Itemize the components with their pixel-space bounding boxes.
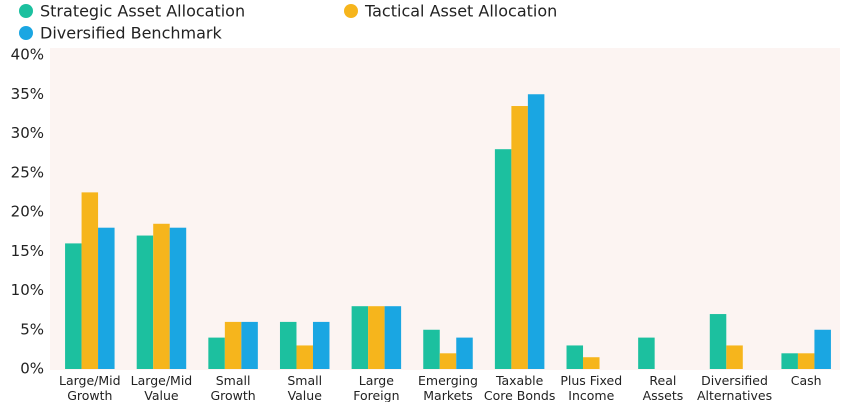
bar [296,345,313,369]
bar [709,314,727,369]
bar [368,306,385,369]
x-tick-label-line: Real [649,373,676,388]
bar [456,337,473,369]
x-tick-label-line: Small [287,373,322,388]
bar [351,306,369,369]
x-tick-label-line: Value [288,388,323,402]
legend-label: Diversified Benchmark [40,24,222,43]
x-tick-label-line: Growth [210,388,255,402]
bar [781,353,798,369]
x-tick-label-line: Growth [67,388,112,402]
x-tick-label: Emerging Markets [418,373,478,402]
legend-marker [344,4,358,18]
x-tick-label: Cash [791,373,822,388]
x-tick-label: Real Assets [643,373,684,402]
bar [797,353,815,369]
x-tick-label-line: Plus Fixed [560,373,622,388]
x-tick-label-line: Core Bonds [484,388,556,402]
bar [494,149,512,369]
legend-label: Strategic Asset Allocation [40,2,245,21]
x-tick-label: Taxable Core Bonds [484,373,556,402]
x-tick-label-line: Foreign [353,388,399,402]
x-tick-label-line: Income [568,388,614,402]
x-tick-label: Large/Mid Value [131,373,193,402]
x-tick-label: Small Growth [210,373,255,402]
legend-marker [19,4,33,18]
legend-label: Tactical Asset Allocation [364,2,557,21]
x-tick-label: Plus Fixed Income [560,373,622,402]
bar [814,329,831,369]
x-tick-label-line: Alternatives [697,388,772,402]
y-tick-label: 10% [11,281,44,299]
bar [279,321,297,369]
bar [169,227,187,369]
x-tick-label: Large Foreign [353,373,399,402]
y-tick-label: 40% [11,46,44,64]
x-tick-label-line: Large [359,373,394,388]
x-tick-label-line: Small [216,373,251,388]
bar [312,321,330,369]
bar [566,345,584,369]
x-tick-label-line: Emerging [418,373,478,388]
bar [583,357,600,369]
x-tick-label-line: Value [144,388,179,402]
y-tick-label: 20% [11,203,44,221]
bar [638,337,655,369]
x-tick-label-line: Large/Mid [131,373,193,388]
bar [511,106,528,370]
x-tick-label: Diversified Alternatives [697,373,772,402]
y-tick-label: 35% [11,85,44,103]
x-tick-label-line: Large/Mid [59,373,121,388]
bar [241,321,258,369]
y-tick-label: 30% [11,124,44,142]
legend-marker [19,26,33,40]
bar [136,235,154,369]
x-tick-label-line: Taxable [495,373,544,388]
bar [153,223,170,369]
bar [208,337,225,369]
bar [224,321,242,369]
bar [81,192,99,369]
x-tick-label: Small Value [287,373,322,402]
y-tick-label: 25% [11,163,44,181]
y-tick-label: 0% [20,360,44,378]
y-tick-label: 5% [20,320,44,338]
bar [98,227,115,369]
bar [384,306,402,369]
bar [439,353,457,369]
bar [65,243,82,369]
bar [726,345,743,369]
x-tick-label-line: Cash [791,373,822,388]
y-tick-label: 15% [11,242,44,260]
x-tick-label-line: Assets [643,388,684,402]
x-tick-label-line: Diversified [701,373,768,388]
x-tick-label-line: Markets [423,388,472,402]
bar [527,94,545,369]
x-tick-label: Large/Mid Growth [59,373,121,402]
bar [423,329,440,369]
